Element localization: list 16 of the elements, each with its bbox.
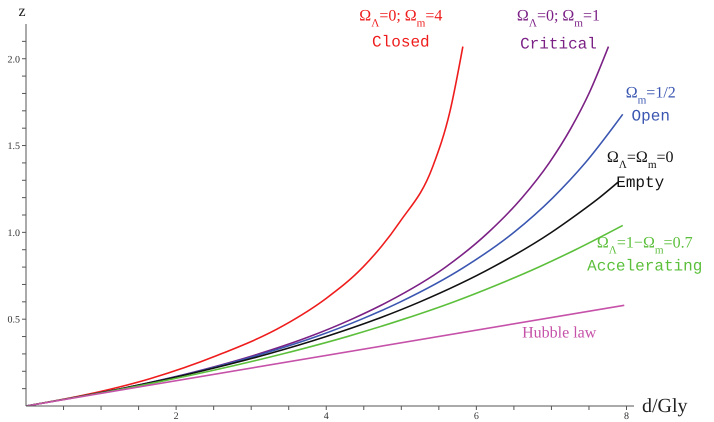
x-tick-label: 4 <box>324 411 329 422</box>
y-tick-label: 0.5 <box>8 314 20 326</box>
series-label: Ω$_{Λ}$=1−Ω$_{m}$=0.7 Accelerating <box>587 234 702 276</box>
y-tick-label: 1.5 <box>8 141 20 152</box>
series-label: Ω$_{Λ}$=Ω$_{m}$=0 Empty <box>606 149 674 192</box>
series-label: Ω$_{Λ}$=0; Ω$_{m}$=4 Closed <box>359 8 442 52</box>
x-tick-label: 6 <box>474 411 479 422</box>
series-label: Ω$_{Λ}$=0; Ω$_{m}$=1 Critical <box>516 8 600 54</box>
series-label: Ω$_{m}$=1/2 Open <box>626 84 676 126</box>
x-axis-title: d/Gly <box>642 395 688 417</box>
x-tick-label: 2 <box>174 411 179 422</box>
series-label: Hubble law <box>522 324 597 342</box>
x-tick-label: 8 <box>624 411 629 422</box>
y-axis-title: z <box>18 3 26 20</box>
y-tick-label: 1.0 <box>8 228 20 239</box>
y-tick-label: 2.0 <box>8 54 20 66</box>
